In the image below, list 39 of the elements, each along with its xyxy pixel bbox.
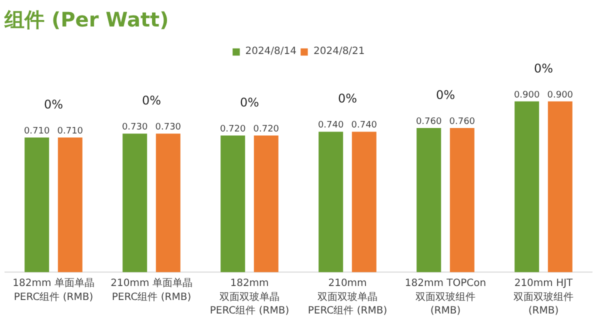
x-tick-label: 182mm 单面单晶 PERC组件 (RMB) [12, 277, 94, 303]
data-label: 0.710 [24, 126, 50, 136]
bar [352, 132, 376, 272]
data-label: 0.760 [416, 116, 442, 127]
annotation: 0% [436, 88, 456, 102]
x-tick-label: 210mm HJT 双面双玻组件 (RMB) [514, 278, 574, 317]
data-label: 0.760 [449, 116, 476, 127]
annotation: 0% [44, 97, 64, 112]
data-label: 0.900 [514, 90, 540, 100]
x-tick-label: 182mm TOPCon 双面双玻组件 (RMB) [404, 278, 486, 317]
data-label: 0.740 [318, 120, 344, 131]
legend-label: 2024/8/21 [314, 46, 365, 57]
bar [416, 128, 442, 272]
bar [122, 134, 148, 272]
data-label: 0.710 [57, 126, 84, 136]
bar [254, 136, 278, 272]
x-tick-label: 182mm 双面双玻单晶 PERC组件 (RMB) [210, 278, 290, 317]
data-label: 0.730 [155, 122, 182, 133]
annotation: 0% [338, 92, 358, 106]
bar [514, 101, 540, 272]
bar [220, 136, 246, 272]
annotation: 0% [240, 96, 260, 110]
bar [58, 137, 82, 272]
x-tick-label: 210mm 单面单晶 PERC组件 (RMB) [110, 277, 192, 303]
data-label: 0.740 [351, 120, 378, 131]
legend-label: 2024/8/14 [245, 46, 296, 57]
data-label: 0.730 [122, 122, 148, 133]
text: 0% [534, 61, 554, 76]
data-label: 0.720 [220, 124, 246, 135]
bar [548, 101, 572, 272]
bar [450, 128, 474, 272]
bar [24, 137, 50, 272]
data-label: 0.900 [547, 90, 574, 100]
bar [318, 132, 344, 272]
annotation: 0% [142, 94, 162, 108]
bar [156, 134, 180, 272]
chart-title: 组件 (Per Watt) [4, 8, 169, 32]
data-label: 0.720 [253, 124, 280, 135]
x-tick-label: 210mm 双面双玻单晶 PERC组件 (RMB) [308, 278, 388, 317]
